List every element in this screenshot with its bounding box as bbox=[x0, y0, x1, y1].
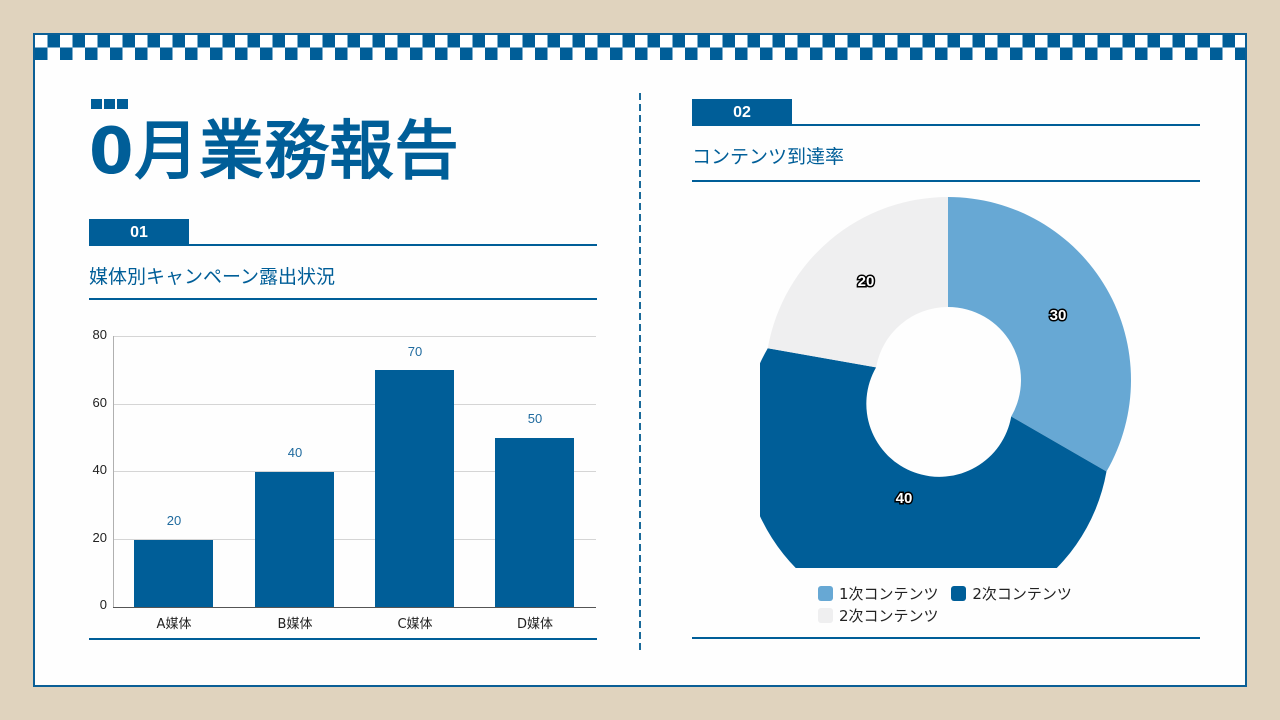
slice-value-label: 40 bbox=[896, 490, 913, 507]
donut-slice-3 bbox=[767, 197, 948, 368]
chart-legend: 1次コンテンツ 2次コンテンツ 2次コンテンツ bbox=[818, 582, 1098, 627]
legend-label: 2次コンテンツ bbox=[972, 584, 1072, 603]
legend-label: 1次コンテンツ bbox=[839, 584, 939, 603]
y-tick-label: 20 bbox=[92, 530, 107, 545]
section-title: 媒体別キャンペーン露出状況 bbox=[89, 266, 336, 288]
y-tick-label: 0 bbox=[99, 597, 107, 612]
x-tick-label: C媒体 bbox=[397, 617, 433, 632]
slice-value-label: 20 bbox=[858, 273, 875, 290]
section-title: コンテンツ到達率 bbox=[692, 146, 845, 168]
legend-swatch-icon bbox=[818, 608, 833, 623]
donut-chart: 30 40 20 bbox=[743, 192, 1136, 623]
page-title: 0月業務報告 bbox=[89, 115, 460, 189]
y-tick-label: 60 bbox=[92, 395, 107, 410]
x-tick-label: D媒体 bbox=[516, 617, 553, 632]
section-rule bbox=[89, 638, 597, 640]
legend-item: 1次コンテンツ bbox=[818, 582, 939, 604]
section-rule bbox=[692, 637, 1200, 639]
legend-label: 2次コンテンツ bbox=[839, 607, 939, 625]
gridline bbox=[113, 539, 596, 540]
dashed-divider bbox=[639, 93, 641, 653]
bar-value-label: 40 bbox=[287, 445, 303, 460]
checker-border-decoration bbox=[35, 35, 1245, 60]
section-rule bbox=[89, 298, 597, 300]
bar-value-label: 50 bbox=[527, 411, 543, 426]
y-tick-label: 80 bbox=[92, 327, 107, 342]
y-tick-label: 40 bbox=[92, 462, 107, 477]
donut-slice-2 bbox=[743, 348, 1107, 623]
legend-swatch-icon bbox=[818, 585, 833, 601]
section-number-badge: 02 bbox=[692, 99, 792, 125]
bar-c bbox=[375, 370, 454, 607]
x-tick-label: A媒体 bbox=[156, 617, 192, 632]
x-tick-label: B媒体 bbox=[277, 617, 313, 632]
x-axis bbox=[113, 607, 596, 608]
gridline bbox=[113, 471, 596, 472]
donut-slice-1 bbox=[948, 197, 1131, 472]
legend-item: 2次コンテンツ bbox=[818, 605, 939, 627]
bar-value-label: 70 bbox=[407, 344, 423, 359]
legend-swatch-icon bbox=[951, 585, 967, 601]
bar-value-label: 20 bbox=[166, 513, 182, 528]
legend-item: 2次コンテンツ bbox=[951, 582, 1072, 604]
y-axis bbox=[113, 336, 114, 607]
slice-value-label: 30 bbox=[1050, 307, 1067, 324]
gridline bbox=[113, 336, 596, 337]
section-number-badge: 01 bbox=[89, 219, 189, 245]
bar-a bbox=[134, 540, 213, 607]
section-rule bbox=[89, 244, 597, 246]
section-rule bbox=[692, 124, 1200, 126]
section-rule bbox=[692, 180, 1200, 182]
bar-b bbox=[255, 472, 334, 607]
bar-chart: 80 60 40 20 0 20 40 70 50 A媒体 B媒体 C媒体 D媒… bbox=[85, 325, 605, 635]
gridline bbox=[113, 404, 596, 405]
bar-d bbox=[495, 438, 574, 607]
title-decoration-squares bbox=[91, 99, 128, 109]
